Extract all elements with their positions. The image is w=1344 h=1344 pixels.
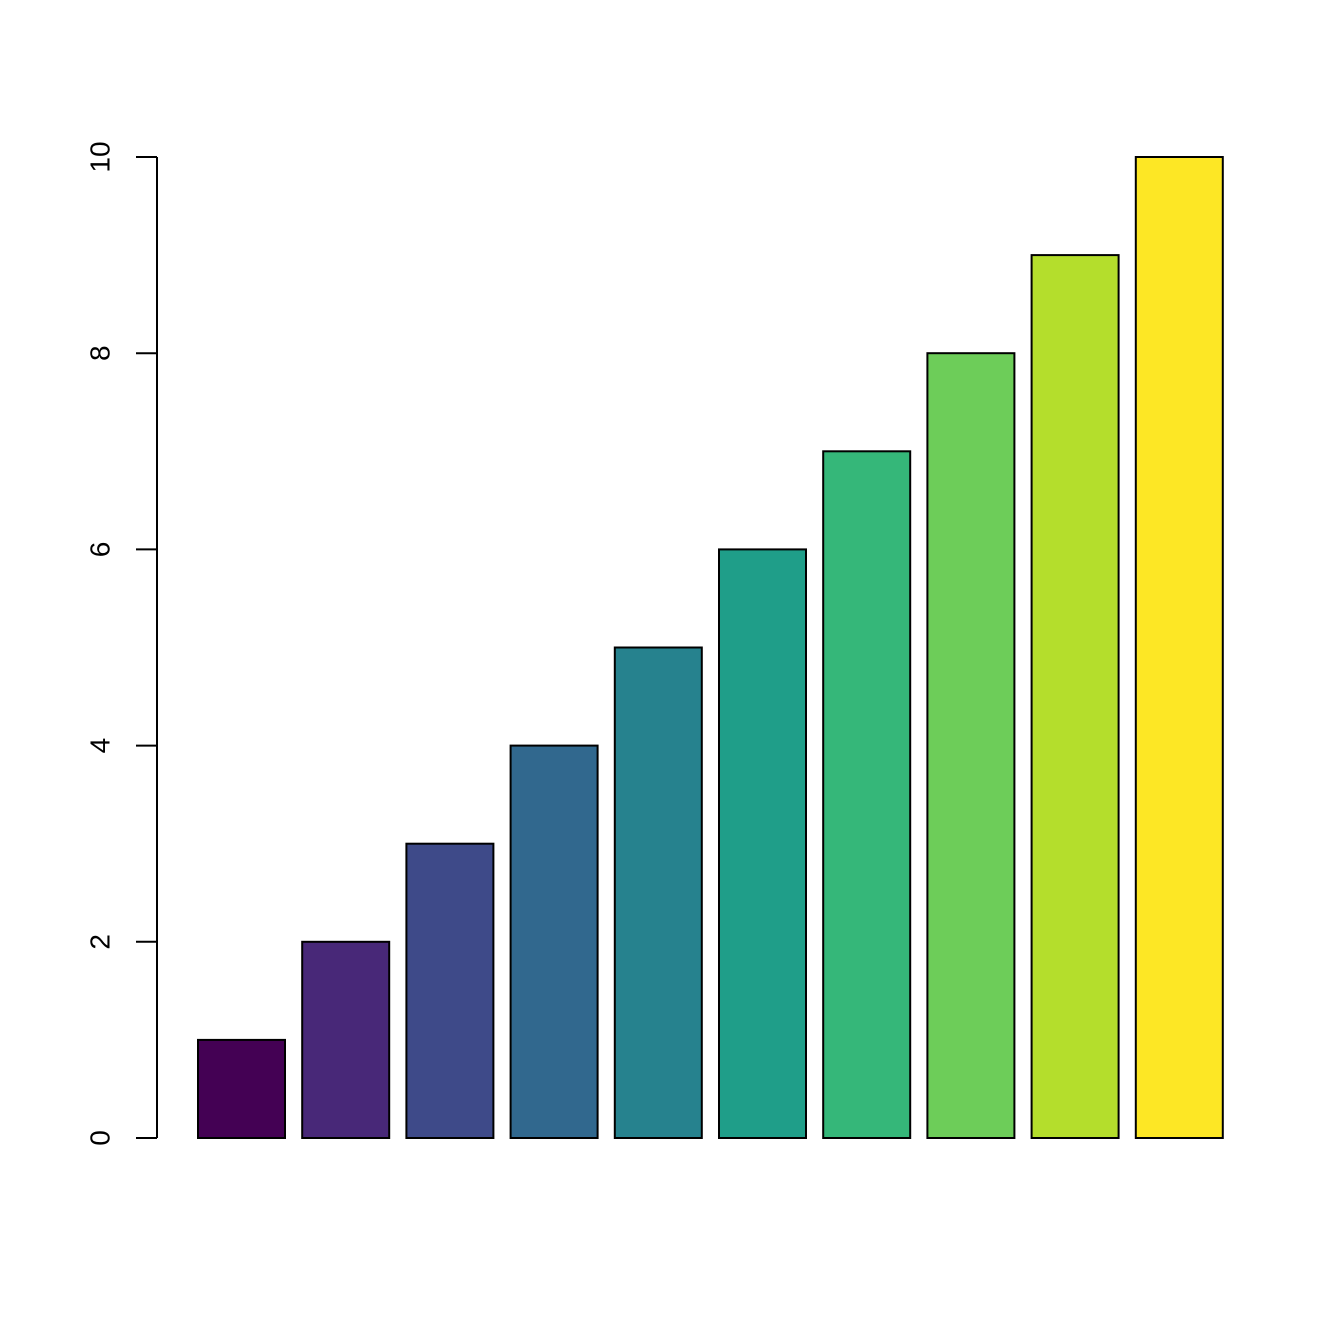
bar-9 <box>1030 254 1120 1140</box>
y-tick-label-0: 0 <box>85 1130 116 1146</box>
bars-group <box>197 156 1224 1140</box>
bar-7 <box>822 450 912 1139</box>
y-tick-label-10: 10 <box>85 141 116 172</box>
y-axis: 0 2 4 6 8 10 <box>85 141 158 1146</box>
bar-5 <box>613 646 703 1139</box>
bar-4 <box>509 744 599 1139</box>
y-tick-label-6: 6 <box>85 542 116 558</box>
bar-2 <box>301 940 391 1139</box>
y-tick-label-2: 2 <box>85 934 116 950</box>
y-tick-label-8: 8 <box>85 345 116 361</box>
y-tick-label-4: 4 <box>85 738 116 754</box>
bar-3 <box>405 842 495 1139</box>
bar-10 <box>1134 156 1224 1139</box>
bar-1 <box>197 1038 286 1140</box>
bar-6 <box>718 548 807 1139</box>
bar-8 <box>926 352 1016 1139</box>
